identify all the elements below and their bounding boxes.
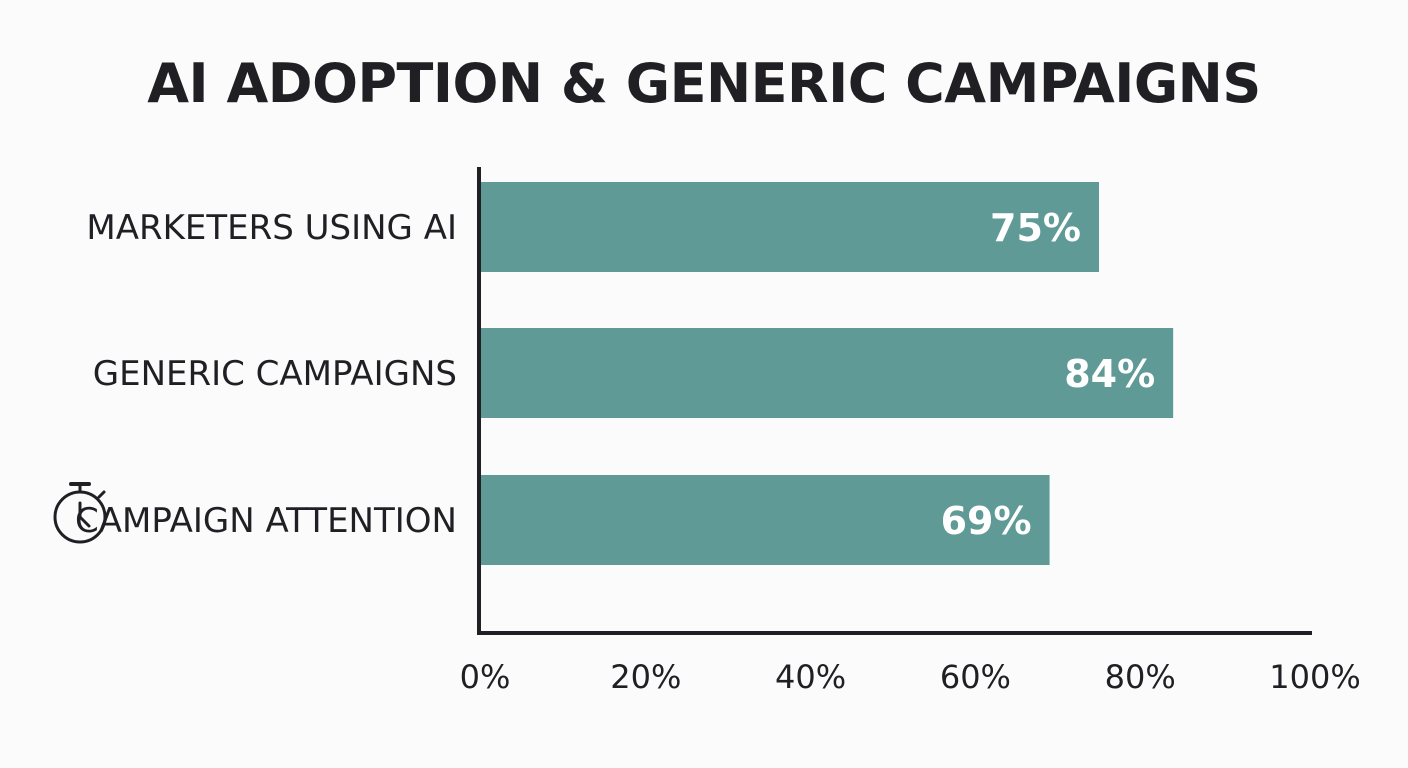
category-label-2: CAMPAIGN ATTENTION: [75, 501, 457, 541]
category-label-1: GENERIC CAMPAIGNS: [93, 354, 457, 394]
bar-0: [481, 182, 1099, 272]
x-tick-label-0: 0%: [460, 658, 511, 696]
x-tick-label-1: 20%: [610, 658, 681, 696]
x-tick-label-5: 100%: [1269, 658, 1360, 696]
bar-value-label-0: 75%: [990, 206, 1081, 250]
bar-2: [481, 475, 1050, 565]
stopwatch-icon: [53, 482, 107, 544]
chart-title: AI ADOPTION & GENERIC CAMPAIGNS: [147, 52, 1261, 115]
category-label-0: MARKETERS USING AI: [86, 208, 457, 248]
bar-value-label-2: 69%: [941, 499, 1032, 543]
x-tick-label-4: 80%: [1105, 658, 1176, 696]
bar-value-label-1: 84%: [1064, 352, 1155, 396]
bar-1: [481, 328, 1174, 418]
x-tick-label-2: 40%: [775, 658, 846, 696]
x-tick-label-3: 60%: [940, 658, 1011, 696]
